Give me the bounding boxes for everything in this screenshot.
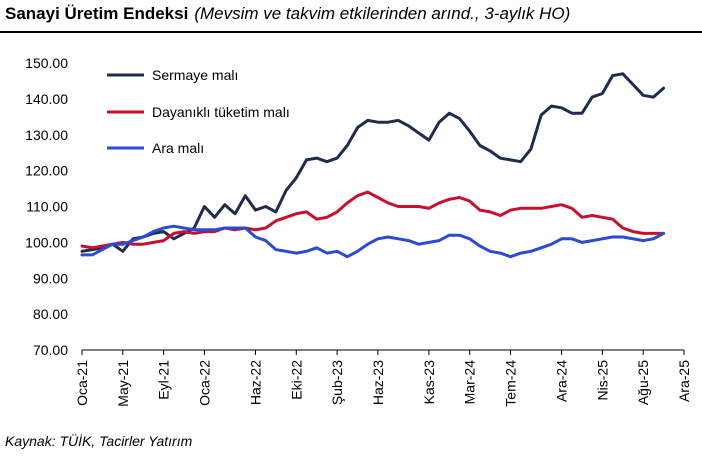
series-line-1 bbox=[80, 190, 666, 250]
x-tick-label: Nis-25 bbox=[594, 360, 610, 401]
line-chart: 70.00 80.00 90.00 100.00 110.00 120.00 130.00 1… bbox=[25, 55, 692, 407]
y-tick-label: 70.00 bbox=[33, 342, 68, 358]
chart-subtitle: (Mevsim ve takvim etkilerinden arınd., 3… bbox=[194, 4, 571, 23]
y-tick-label: 100.00 bbox=[25, 234, 68, 250]
x-tick-label: Haz-23 bbox=[370, 360, 386, 405]
x-tick-label: Tem-24 bbox=[503, 360, 519, 407]
chart-title-row: Sanayi Üretim Endeksi (Mevsim ve takvim e… bbox=[5, 4, 570, 24]
legend: Sermaye malı Dayanıklı tüketim malı Ara ma… bbox=[107, 67, 290, 156]
legend-label-1: Dayanıklı tüketim malı bbox=[152, 104, 290, 120]
x-tick-label: Eki-22 bbox=[288, 360, 304, 400]
series-line-2 bbox=[80, 224, 666, 259]
x-tick-label: Oca-22 bbox=[196, 360, 212, 406]
y-tick-label: 120.00 bbox=[25, 163, 68, 179]
source-note: Kaynak: TÜİK, Tacirler Yatırım bbox=[5, 433, 193, 449]
x-tick-label: May-21 bbox=[115, 360, 131, 407]
y-tick-label: 140.00 bbox=[25, 91, 68, 107]
x-tick-label: Ağu-25 bbox=[635, 360, 651, 405]
x-tick-label: Oca-21 bbox=[74, 360, 90, 406]
y-tick-label: 130.00 bbox=[25, 127, 68, 143]
y-axis: 70.00 80.00 90.00 100.00 110.00 120.00 130.00 1… bbox=[25, 55, 68, 358]
series-line-0 bbox=[80, 72, 666, 253]
x-axis: Oca-21 May-21 Eyl-21 Oca-22 Haz-22 Eki-22 Şub-… bbox=[74, 349, 692, 407]
series-lines bbox=[80, 72, 666, 259]
x-tick-label: Mar-24 bbox=[462, 360, 478, 405]
y-tick-label: 80.00 bbox=[33, 306, 68, 322]
x-tick-label: Ara-24 bbox=[554, 360, 570, 402]
y-tick-label: 90.00 bbox=[33, 270, 68, 286]
title-divider bbox=[0, 31, 702, 33]
y-tick-label: 110.00 bbox=[26, 199, 68, 215]
y-tick-label: 150.00 bbox=[25, 55, 68, 71]
legend-label-0: Sermaye malı bbox=[152, 67, 238, 83]
x-tick-label: Haz-22 bbox=[247, 360, 263, 405]
x-tick-label: Kas-23 bbox=[421, 360, 437, 405]
x-tick-label: Şub-23 bbox=[329, 360, 345, 405]
chart-title: Sanayi Üretim Endeksi bbox=[5, 4, 189, 23]
legend-label-2: Ara malı bbox=[152, 140, 204, 156]
x-tick-label: Ara-25 bbox=[676, 360, 692, 402]
x-tick-label: Eyl-21 bbox=[156, 360, 172, 400]
